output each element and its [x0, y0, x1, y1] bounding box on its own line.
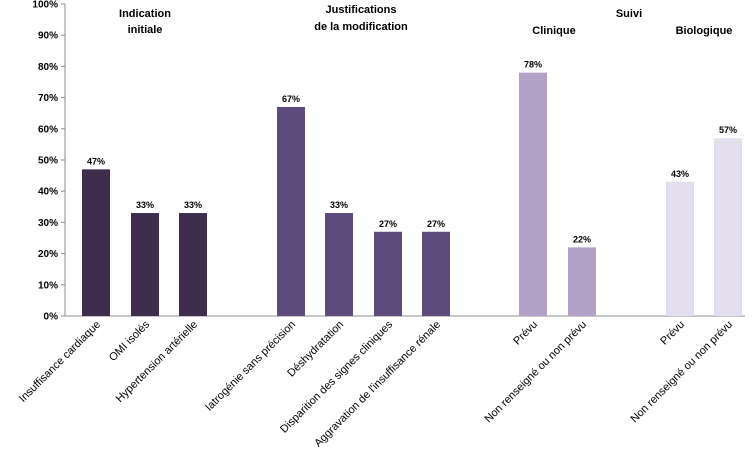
bar-value-label: 33% [184, 200, 202, 210]
bar-value-label: 57% [719, 125, 737, 135]
bar [519, 72, 547, 316]
category-label: Non renseigné ou non prévu [482, 319, 589, 426]
y-tick-label: 80% [38, 62, 58, 73]
bar [179, 213, 207, 316]
y-tick-label: 20% [38, 249, 58, 260]
chart-axes [64, 4, 745, 317]
y-tick-label: 90% [38, 31, 58, 42]
y-axis-ticks: 0% 10% 20% 30% 40% 50% 60% 70% 80% 90% 100% [32, 0, 65, 323]
category-label: OMI isolés [107, 318, 153, 364]
bar-value-label: 33% [330, 200, 348, 210]
bar-value-label: 27% [379, 219, 397, 229]
group-title-line: de la modification [314, 21, 408, 33]
category-labels: Insuffisance cardiaque OMI isolésHyperten… [17, 318, 735, 449]
bars [82, 72, 742, 317]
group-title-line: Clinique [532, 25, 575, 37]
bar [131, 213, 159, 316]
group-title: Justifications de la modification [314, 4, 408, 33]
bar [422, 231, 450, 316]
group-title-line: Justifications [326, 4, 397, 16]
group-title: Indication initiale [119, 8, 171, 36]
bar-value-label: 27% [427, 219, 445, 229]
y-tick-label: 60% [38, 124, 58, 135]
group-title: Clinique [532, 25, 575, 37]
bar-value-label: 67% [282, 94, 300, 104]
category-label: Insuffisance cardiaque [17, 319, 103, 405]
y-tick-label: 30% [38, 218, 58, 229]
category-label: Hypertension artérielle [114, 319, 200, 405]
bar-value-label: 47% [87, 156, 105, 166]
category-label: Prévu [658, 319, 687, 348]
group-titles: Indication initiale Justifications de la mo… [119, 4, 732, 37]
group-title: Biologique [676, 25, 733, 37]
category-label: Non renseigné ou non prévu [628, 319, 735, 426]
bar [568, 247, 596, 316]
category-label: Iatrogénie sans précision [203, 319, 298, 414]
y-tick-label: 70% [38, 93, 58, 104]
category-label: Prévu [511, 319, 540, 348]
bar [714, 138, 742, 316]
group-title-line: Indication [119, 8, 171, 20]
y-tick-label: 40% [38, 187, 58, 198]
bar [666, 181, 694, 316]
group-title-line: Biologique [676, 25, 733, 37]
bar [325, 213, 353, 316]
y-tick-label: 0% [44, 312, 59, 323]
bar-value-label: 33% [136, 200, 154, 210]
bar-value-label: 43% [671, 169, 689, 179]
bar [82, 169, 110, 316]
y-tick-label: 10% [38, 280, 58, 291]
y-tick-label: 100% [32, 0, 58, 11]
group-title-line: Suivi [616, 8, 642, 20]
y-tick-label: 50% [38, 156, 58, 167]
group-title: Suivi [616, 8, 642, 20]
bar-value-label: 78% [524, 60, 542, 70]
bar-value-label: 22% [573, 234, 591, 244]
bar [277, 106, 305, 317]
group-title-line: initiale [128, 24, 163, 36]
bar [374, 231, 402, 316]
data-labels: 47% 33% 33% 67% 33% 27% 27% 78% 22% 43% 57% [87, 60, 737, 245]
